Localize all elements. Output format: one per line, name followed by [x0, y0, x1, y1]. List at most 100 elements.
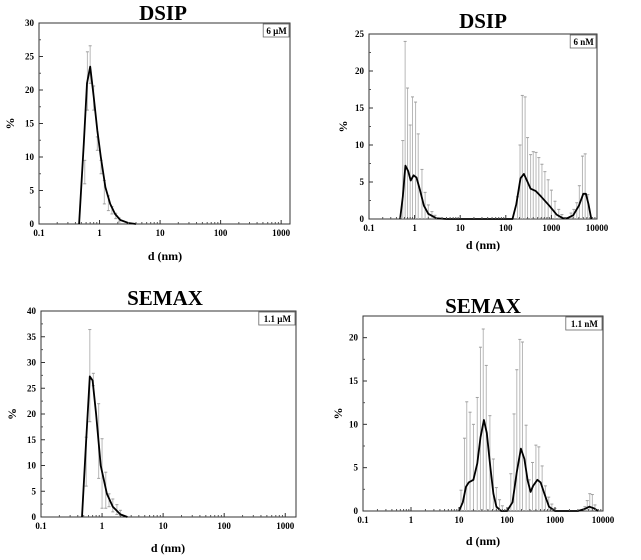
error-bar	[543, 171, 547, 219]
y-tick-label: 20	[25, 85, 35, 95]
error-bar	[462, 437, 466, 511]
y-tick-label: 15	[27, 435, 37, 445]
concentration-label: 6 µM	[266, 26, 287, 36]
x-tick-label: 1000	[542, 223, 561, 233]
concentration-label: 6 nM	[573, 37, 594, 47]
error-bar	[520, 341, 524, 511]
y-axis-label: %	[5, 408, 19, 420]
x-tick-label: 10000	[592, 515, 615, 525]
y-tick-label: 20	[349, 333, 359, 343]
y-axis-label: %	[331, 408, 345, 420]
y-tick-label: 10	[349, 419, 359, 429]
concentration-label-box: 1.1 nM	[565, 316, 603, 331]
y-tick-label: 20	[27, 409, 37, 419]
error-bar	[420, 168, 424, 219]
error-bar	[549, 189, 553, 219]
x-tick-label: 100	[499, 223, 513, 233]
x-tick-label: 100	[500, 515, 514, 525]
y-tick-label: 35	[27, 332, 37, 342]
error-bar	[465, 401, 469, 511]
distribution-curve	[78, 65, 137, 225]
concentration-label-box: 6 µM	[262, 23, 290, 38]
y-tick-label: 0	[32, 512, 37, 522]
y-tick-label: 5	[360, 177, 365, 187]
error-bar	[515, 369, 519, 511]
error-bar	[546, 179, 550, 219]
chart-title: SEMAX	[445, 294, 521, 318]
x-tick-label: 10	[456, 223, 466, 233]
y-tick-label: 10	[27, 461, 37, 471]
error-bar	[580, 155, 584, 219]
y-axis-label: %	[336, 121, 350, 133]
x-tick-label: 100	[214, 228, 228, 238]
y-tick-label: 15	[349, 376, 359, 386]
error-bar	[537, 446, 541, 511]
chart-title: SEMAX	[127, 286, 203, 310]
distribution-curve	[399, 164, 593, 220]
x-tick-label: 1000	[272, 228, 291, 238]
y-tick-label: 5	[354, 463, 359, 473]
error-bar	[406, 87, 410, 219]
y-tick-label: 0	[360, 214, 365, 224]
error-bar	[518, 338, 522, 511]
error-bar	[526, 137, 530, 219]
y-tick-label: 25	[27, 383, 37, 393]
y-tick-label: 0	[354, 506, 359, 516]
y-tick-label: 0	[30, 219, 35, 229]
label-box-frame	[569, 34, 597, 49]
concentration-label-box: 1.1 µM	[258, 311, 296, 326]
y-tick-label: 5	[32, 486, 37, 496]
y-axis-label: %	[3, 118, 17, 130]
x-tick-label: 100	[217, 521, 231, 531]
error-bar	[408, 124, 412, 219]
error-bar	[491, 458, 495, 511]
error-bar	[553, 200, 557, 219]
concentration-label: 1.1 nM	[571, 319, 599, 329]
error-bar	[414, 101, 418, 219]
error-bar	[468, 411, 472, 511]
y-tick-label: 15	[355, 103, 365, 113]
distribution-curve	[81, 375, 128, 518]
error-bar	[403, 40, 407, 219]
error-bar	[557, 208, 561, 219]
y-tick-label: 30	[27, 358, 37, 368]
x-axis-label: d (nm)	[148, 249, 182, 263]
x-axis-label: d (nm)	[466, 238, 500, 252]
error-bar	[423, 191, 427, 219]
y-tick-label: 15	[25, 119, 35, 129]
error-bar	[416, 133, 420, 219]
x-tick-label: 1000	[276, 521, 295, 531]
error-bar	[523, 96, 527, 219]
error-bar	[534, 151, 538, 219]
error-bar	[537, 157, 541, 219]
chart-panel-2: DSIP 0.1 1 10 100 1000 10000 0 5 10 15 20 25 d (nm)% 6…	[336, 9, 609, 252]
plot-frame	[38, 22, 291, 225]
error-bar	[583, 153, 587, 219]
x-tick-label: 1	[100, 521, 105, 531]
x-tick-label: 1000	[546, 515, 565, 525]
y-tick-label: 25	[355, 29, 365, 39]
x-axis-label: d (nm)	[466, 534, 500, 548]
error-bar	[115, 504, 119, 515]
chart-title: DSIP	[459, 9, 507, 33]
x-tick-label: 0.1	[357, 515, 369, 525]
x-tick-label: 10	[156, 228, 166, 238]
y-tick-label: 10	[25, 152, 35, 162]
x-tick-label: 1	[97, 228, 102, 238]
x-tick-label: 0.1	[35, 521, 47, 531]
error-bar	[83, 159, 87, 185]
x-tick-label: 10	[159, 521, 169, 531]
label-box-frame	[258, 311, 296, 326]
y-tick-label: 20	[355, 66, 365, 76]
x-tick-label: 1	[409, 515, 414, 525]
x-tick-label: 0.1	[363, 223, 375, 233]
concentration-label: 1.1 µM	[264, 314, 292, 324]
label-box-frame	[565, 316, 603, 331]
x-tick-label: 10000	[586, 223, 609, 233]
x-tick-label: 0.1	[33, 228, 45, 238]
error-bar	[88, 45, 92, 84]
y-tick-label: 5	[30, 186, 35, 196]
chart-panel-4: SEMAX 0.1 1 10 100 1000 10000 0 5 10 15 20 d (nm)% 1.…	[331, 294, 615, 548]
y-tick-label: 40	[27, 306, 37, 316]
